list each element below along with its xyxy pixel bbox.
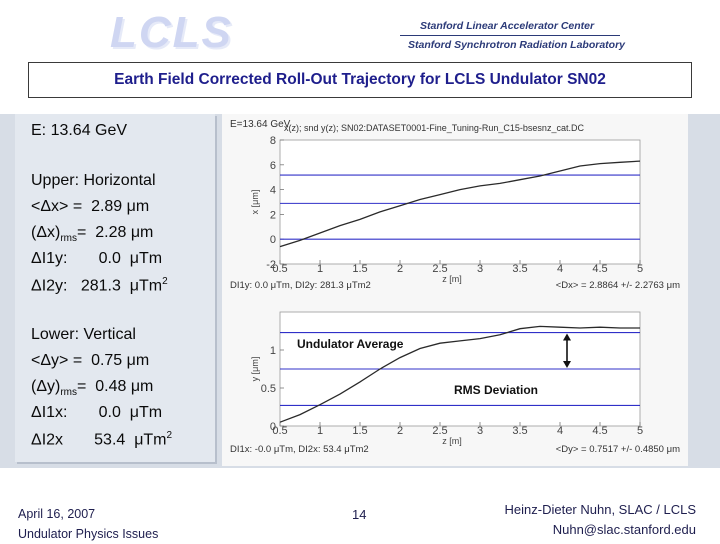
- lower-heading: Lower: Vertical: [31, 326, 136, 343]
- footer-author: Heinz-Dieter Nuhn, SLAC / LCLS: [504, 502, 696, 517]
- upper-x-tick-label: 5: [637, 263, 643, 275]
- footer-right: Heinz-Dieter Nuhn, SLAC / LCLS Nuhn@slac…: [505, 500, 696, 540]
- upper-i2: ΔI2y: 281.3 μTm2: [31, 276, 168, 295]
- upper-x-tick-label: 4.5: [592, 263, 607, 275]
- lower-i2-label: ΔI2x: [31, 431, 64, 449]
- upper-mean: <Δx> = 2.89 μm: [31, 198, 149, 216]
- lower-x-tick-label: 1.5: [352, 425, 367, 437]
- lower-i2-sup: 2: [166, 430, 173, 441]
- upper-x-axis-label: z [m]: [442, 274, 462, 284]
- lower-i1-label: ΔI1x:: [31, 404, 68, 421]
- lower-y-axis-label: y [μm]: [250, 357, 260, 382]
- lower-mean-value: 0.75 μm: [91, 352, 150, 369]
- lower-footer-right: <Dy> = 0.7517 +/- 0.4850 μm: [556, 444, 680, 455]
- undulator-average-label: Undulator Average: [297, 337, 404, 351]
- upper-header-left: E=13.64 GeV: [230, 119, 291, 130]
- upper-x-tick-label: 2: [397, 263, 403, 275]
- upper-y-tick-label: -2: [266, 259, 276, 271]
- lower-x-tick-label: 2: [397, 425, 403, 437]
- upper-rms-label-a: (Δx): [31, 224, 61, 241]
- upper-i2-sup: 2: [162, 276, 168, 287]
- lower-i2: ΔI2x 53.4 μTm2: [31, 430, 172, 449]
- upper-rms-label-sub: rms: [60, 233, 78, 245]
- upper-rms: (Δx)rms= 2.28 μm: [31, 224, 153, 244]
- upper-i2-label: ΔI2y:: [31, 277, 68, 295]
- upper-mean-value: 2.89 μm: [91, 198, 150, 215]
- lower-rms-label-a: (Δy): [31, 378, 61, 395]
- rms-deviation-label: RMS Deviation: [454, 383, 538, 397]
- lower-x-tick-label: 2.5: [432, 425, 447, 437]
- footer-email: Nuhn@slac.stanford.edu: [552, 522, 696, 537]
- lower-x-tick-label: 3: [477, 425, 483, 437]
- rms-arrow-head-down: [563, 361, 571, 368]
- lower-x-tick-label: 3.5: [512, 425, 527, 437]
- upper-y-tick-label: 0: [270, 234, 276, 246]
- upper-x-tick-label: 2.5: [432, 263, 447, 275]
- lower-x-tick-label: 4.5: [592, 425, 607, 437]
- upper-i1: ΔI1y: 0.0 μTm: [31, 250, 162, 268]
- org-line-1: Stanford Linear Accelerator Center: [420, 20, 595, 32]
- upper-x-tick-label: 3.5: [512, 263, 527, 275]
- trajectory-charts: E=13.64 GeV x(z); snd y(z); SN02:DATASET0…: [222, 114, 688, 466]
- lower-x-axis-label: z [m]: [442, 436, 462, 446]
- upper-x-tick-label: 0.5: [272, 263, 287, 275]
- upper-footer-right: <Dx> = 2.8864 +/- 2.2763 μm: [556, 280, 680, 291]
- upper-y-tick-label: 6: [270, 160, 276, 172]
- lower-mean: <Δy> = 0.75 μm: [31, 352, 149, 370]
- lcls-logo: LCLS: [110, 8, 233, 57]
- upper-x-tick-label: 4: [557, 263, 563, 275]
- upper-y-tick-label: 8: [270, 135, 276, 147]
- org-line-2: Stanford Synchrotron Radiation Laborator…: [408, 39, 626, 51]
- upper-heading: Upper: Horizontal: [31, 172, 156, 189]
- lower-rms-value: 0.48 μm: [95, 378, 154, 395]
- lower-x-tick-label: 4: [557, 425, 563, 437]
- upper-x-tick-label: 3: [477, 263, 483, 275]
- upper-mean-label: <Δx> =: [31, 198, 83, 215]
- lower-y-tick-label: 1: [270, 345, 276, 357]
- lower-x-tick-label: 5: [637, 425, 643, 437]
- lower-y-tick-label: 0: [270, 421, 276, 433]
- lower-y-tick-label: 0.5: [261, 383, 276, 395]
- footer-date: April 16, 2007: [18, 507, 96, 521]
- upper-y-tick-label: 2: [270, 209, 276, 221]
- footer-event: Undulator Physics Issues: [18, 527, 159, 541]
- lower-rms-label-b: =: [77, 378, 87, 395]
- upper-y-tick-label: 4: [270, 185, 276, 197]
- upper-i2-value: 281.3 μTm: [80, 277, 163, 295]
- slide-title: Earth Field Corrected Roll-Out Trajector…: [28, 62, 692, 98]
- upper-x-tick-label: 1.5: [352, 263, 367, 275]
- upper-i1-label: ΔI1y:: [31, 250, 68, 267]
- upper-x-tick-label: 1: [317, 263, 323, 275]
- lower-i1: ΔI1x: 0.0 μTm: [31, 404, 162, 422]
- lower-mean-label: <Δy> =: [31, 352, 83, 369]
- lower-footer-left: DI1x: -0.0 μTm, DI2x: 53.4 μTm2: [230, 444, 369, 455]
- upper-i1-value: 0.0 μTm: [98, 250, 163, 267]
- upper-y-axis-label: x [μm]: [250, 190, 260, 215]
- upper-plot-area: [279, 139, 641, 265]
- page-number: 14: [352, 507, 367, 522]
- lower-x-tick-label: 1: [317, 425, 323, 437]
- rms-arrow-head-up: [563, 333, 571, 341]
- lower-i1-value: 0.0 μTm: [98, 404, 163, 421]
- footer-left: April 16, 2007 Undulator Physics Issues: [18, 504, 158, 544]
- lower-rms-label-sub: rms: [60, 387, 78, 399]
- header-divider: [400, 35, 620, 36]
- stats-column: E: 13.64 GeV Upper: Horizontal <Δx> = 2.…: [15, 114, 215, 462]
- energy-label: E: 13.64 GeV: [31, 122, 128, 139]
- upper-rms-label-b: =: [77, 224, 87, 241]
- upper-footer-left: DI1y: 0.0 μTm, DI2y: 281.3 μTm2: [230, 280, 371, 291]
- lower-rms: (Δy)rms= 0.48 μm: [31, 378, 153, 398]
- upper-rms-value: 2.28 μm: [95, 224, 154, 241]
- upper-header-right: x(z); snd y(z); SN02:DATASET0001-Fine_Tu…: [284, 123, 584, 133]
- lower-i2-value: 53.4 μTm: [94, 431, 167, 449]
- lower-trajectory-line: [279, 325, 640, 423]
- upper-trajectory-line: [279, 160, 641, 248]
- lower-x-tick-label: 0.5: [272, 425, 287, 437]
